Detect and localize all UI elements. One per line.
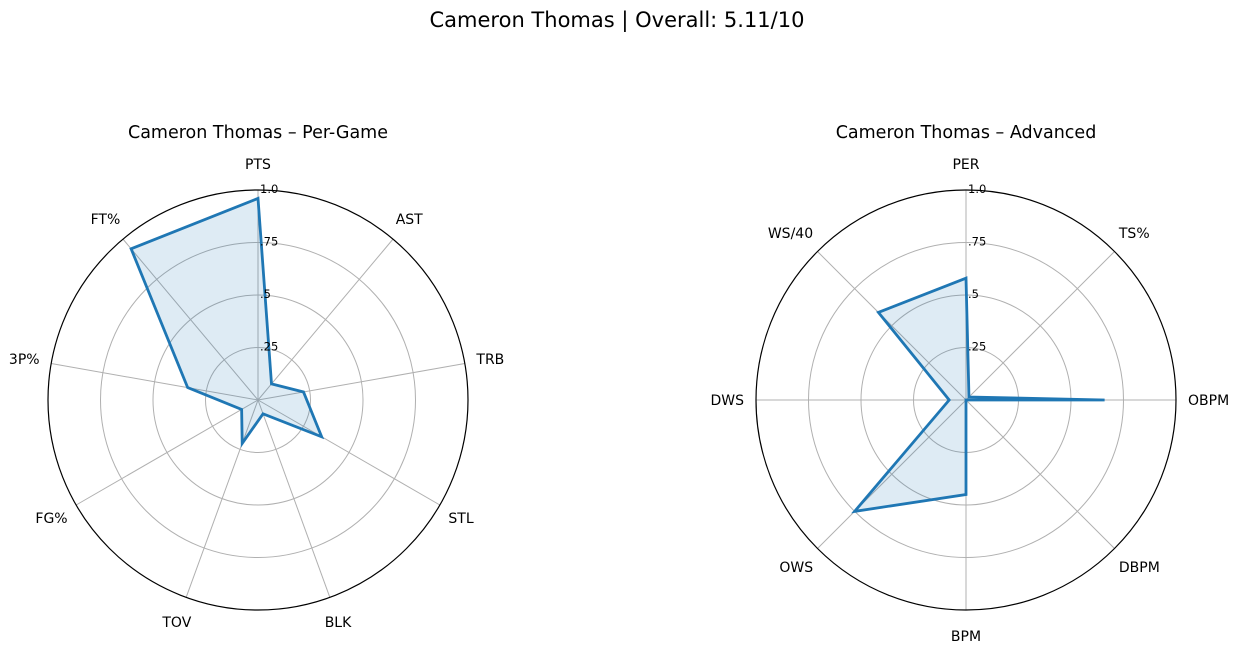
series-area [131,198,322,444]
grid-spoke [257,399,441,506]
grid-spoke [257,238,394,401]
grid-spoke [75,399,259,506]
axis-label-per: PER [952,157,979,173]
grid-spoke [965,251,1115,401]
grid-spoke [817,251,967,401]
axis-label-dws: DWS [710,393,744,409]
axis-label-dbpm: DBPM [1119,560,1160,576]
figure-title: Cameron Thomas | Overall: 5.11/10 [429,8,805,32]
axis-label-ws-40: WS/40 [768,226,813,242]
outer-frame [755,189,1177,611]
grid-spoke [185,399,259,598]
radial-tick-label: .25 [968,340,986,354]
axis-label-obpm: OBPM [1188,393,1229,409]
grid-spoke [51,363,259,401]
radar-panel-1: Cameron Thomas – Per-Game .25 .5 .75 1.0 PTS A… [9,123,504,631]
axis-label-3p-pct: 3P% [9,352,40,368]
series-area [854,278,1105,512]
panel-title: Cameron Thomas – Advanced [836,123,1097,143]
axis-label-trb: TRB [475,352,504,368]
axis-label-ast: AST [396,212,423,228]
radial-tick-label: .75 [260,235,278,249]
grid-spoke [965,399,1115,549]
axis-label-ts-pct: TS% [1118,226,1150,242]
series-line [851,276,1105,514]
axis-label-ows: OWS [779,560,813,576]
radial-tick-label: .75 [968,235,986,249]
axis-label-pts: PTS [245,157,271,173]
radial-tick-label: 1.0 [968,182,986,196]
grid-spoke [122,238,259,401]
axis-label-tov: TOV [161,615,191,631]
radial-tick-label: .5 [968,287,979,301]
grid-spoke [817,399,967,549]
axis-label-stl: STL [448,511,473,527]
series-line [129,196,325,448]
grid-spoke [257,399,331,598]
axis-label-fg-pct: FG% [35,511,67,527]
radial-tick-label: .5 [260,287,271,301]
radar-panel-2: Cameron Thomas – Advanced .25 .5 .75 1.0 PER T… [710,123,1229,645]
axis-label-blk: BLK [325,615,352,631]
panel-title: Cameron Thomas – Per-Game [128,123,388,143]
outer-frame [47,189,469,611]
radial-tick-label: .25 [260,340,278,354]
axis-label-ft-pct: FT% [91,212,121,228]
axis-label-bpm: BPM [951,629,981,645]
grid-spoke [257,363,465,401]
radial-tick-label: 1.0 [260,182,278,196]
